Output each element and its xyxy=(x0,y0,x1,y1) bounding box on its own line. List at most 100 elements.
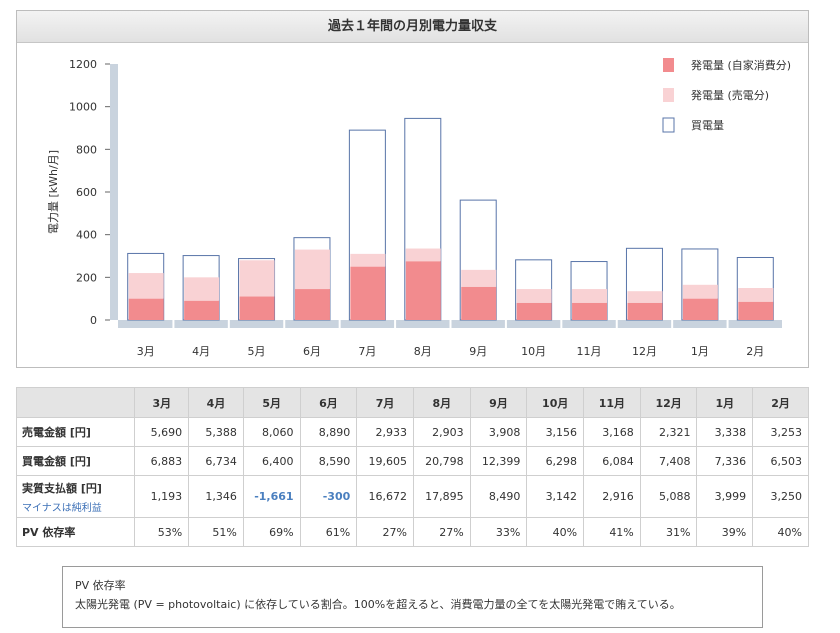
table-cell: 2,903 xyxy=(412,417,471,447)
legend-swatch xyxy=(663,58,674,72)
column-header: 7月 xyxy=(356,387,414,418)
table-cell: 3,156 xyxy=(526,417,585,447)
table-corner-cell xyxy=(15,387,136,418)
table-row: 売電金額 [円] 5,690 5,388 8,060 8,890 2,933 2,903 3,… xyxy=(15,417,809,447)
column-header: 6月 xyxy=(299,387,358,418)
table-cell: 17,895 xyxy=(412,475,471,518)
column-header: 12月 xyxy=(639,387,698,418)
x-tick-label: 6月 xyxy=(303,345,321,358)
table-cell: 8,890 xyxy=(299,417,358,447)
table-cell: 5,088 xyxy=(639,475,698,518)
note-title: PV 依存率 xyxy=(75,579,126,592)
table-cell: 61% xyxy=(299,517,358,547)
table-cell: 16,672 xyxy=(356,475,414,518)
column-header: 3月 xyxy=(134,387,190,418)
table-cell: 1,193 xyxy=(134,475,190,518)
bar-self-consumption xyxy=(128,298,164,320)
bar-self-consumption xyxy=(682,298,718,320)
row-label-text: 実質支払額 [円] xyxy=(22,481,102,495)
column-header: 2月 xyxy=(752,387,809,418)
table-cell: 6,503 xyxy=(752,446,809,476)
table-cell: 3,999 xyxy=(696,475,754,518)
x-tick-label: 3月 xyxy=(137,345,155,358)
legend-swatch xyxy=(662,117,675,133)
table-cell: 6,084 xyxy=(583,446,641,476)
row-label: 実質支払額 [円] マイナスは純利益 xyxy=(15,475,136,518)
bar-sold xyxy=(738,288,774,302)
bar-self-consumption xyxy=(738,301,774,320)
row-label: 買電金額 [円] xyxy=(15,446,136,476)
bar-sold xyxy=(350,253,386,267)
table-cell: 3,338 xyxy=(696,417,754,447)
x-tick-label: 10月 xyxy=(521,345,546,358)
x-tick-label: 11月 xyxy=(577,345,602,358)
table-cell: 7,408 xyxy=(639,446,698,476)
table-row: 買電金額 [円] 6,883 6,734 6,400 8,590 19,605 20,798… xyxy=(15,446,809,476)
y-tick-label: 1200 xyxy=(69,58,97,71)
column-header: 4月 xyxy=(188,387,244,418)
column-header: 11月 xyxy=(583,387,641,418)
x-tick-label: 1月 xyxy=(691,345,709,358)
note-text: 太陽光発電 (PV = photovoltaic) に依存している割合。100%… xyxy=(75,598,681,611)
y-tick-label: 1000 xyxy=(69,101,97,114)
bar-self-consumption xyxy=(461,286,497,320)
table-cell: 8,490 xyxy=(469,475,528,518)
table-header-row: 3月 4月 5月 6月 7月 8月 9月 10月 11月 12月 1月 2月 xyxy=(15,387,809,418)
table-cell: 8,060 xyxy=(242,417,301,447)
bar-sold xyxy=(405,248,441,262)
table-cell: 3,908 xyxy=(469,417,528,447)
bar-self-consumption xyxy=(572,302,608,320)
x-tick-label: 4月 xyxy=(192,345,210,358)
table-cell: 27% xyxy=(356,517,414,547)
table-cell: 3,253 xyxy=(752,417,809,447)
bar-self-consumption xyxy=(627,302,663,320)
x-tick-label: 8月 xyxy=(414,345,432,358)
column-header: 10月 xyxy=(526,387,585,418)
table-cell: 6,734 xyxy=(188,446,244,476)
legend-label: 買電量 xyxy=(691,119,724,132)
table-cell: 8,590 xyxy=(299,446,358,476)
table-cell: 31% xyxy=(639,517,698,547)
column-header: 1月 xyxy=(696,387,754,418)
table-cell: 1,346 xyxy=(188,475,244,518)
row-label-text: PV 依存率 xyxy=(22,526,76,539)
bar-sold xyxy=(239,260,275,297)
table-cell: 3,142 xyxy=(526,475,585,518)
y-axis-label: 電力量 [kWh/月] xyxy=(47,150,60,234)
table-cell: -300 xyxy=(299,475,358,518)
row-label: PV 依存率 xyxy=(15,517,136,547)
table-cell: 40% xyxy=(526,517,585,547)
chart-title: 過去１年間の月別電力量収支 xyxy=(17,11,808,43)
table-cell: 2,933 xyxy=(356,417,414,447)
table-cell: 2,916 xyxy=(583,475,641,518)
legend-swatch xyxy=(663,88,674,102)
y-tick-label: 600 xyxy=(76,186,97,199)
table-row: 実質支払額 [円] マイナスは純利益 1,193 1,346 -1,661 -300 16,… xyxy=(15,475,809,518)
row-label-text: 買電金額 [円] xyxy=(22,455,91,468)
bar-sold xyxy=(184,277,220,301)
bar-sold xyxy=(128,273,164,299)
table-cell: 6,400 xyxy=(242,446,301,476)
table-cell: 12,399 xyxy=(469,446,528,476)
table-cell: 5,388 xyxy=(188,417,244,447)
bar-sold xyxy=(461,269,497,287)
table-cell: 27% xyxy=(412,517,471,547)
table-cell: 6,883 xyxy=(134,446,190,476)
table-row: PV 依存率 53% 51% 69% 61% 27% 27% 33% 40% 41% 31% 39% 4… xyxy=(15,517,809,547)
table-cell: 69% xyxy=(242,517,301,547)
bar-self-consumption xyxy=(239,296,275,320)
table-cell: 19,605 xyxy=(356,446,414,476)
table-cell: 7,336 xyxy=(696,446,754,476)
table-cell: -1,661 xyxy=(242,475,301,518)
row-label: 売電金額 [円] xyxy=(15,417,136,447)
monthly-summary-table: 3月 4月 5月 6月 7月 8月 9月 10月 11月 12月 1月 2月 売電金額 [円] 5,69… xyxy=(15,387,809,547)
bar-sold xyxy=(627,291,663,303)
table-cell: 53% xyxy=(134,517,190,547)
chart-panel: 過去１年間の月別電力量収支 0 200 400 600 800 1000 1200 電力量 [… xyxy=(16,10,809,368)
bar-sold xyxy=(682,284,718,299)
bar-self-consumption xyxy=(184,300,220,320)
table-cell: 39% xyxy=(696,517,754,547)
pv-note-box: PV 依存率 太陽光発電 (PV = photovoltaic) に依存している… xyxy=(62,566,763,628)
y-axis-wall xyxy=(110,64,118,320)
bar-self-consumption xyxy=(516,302,552,320)
